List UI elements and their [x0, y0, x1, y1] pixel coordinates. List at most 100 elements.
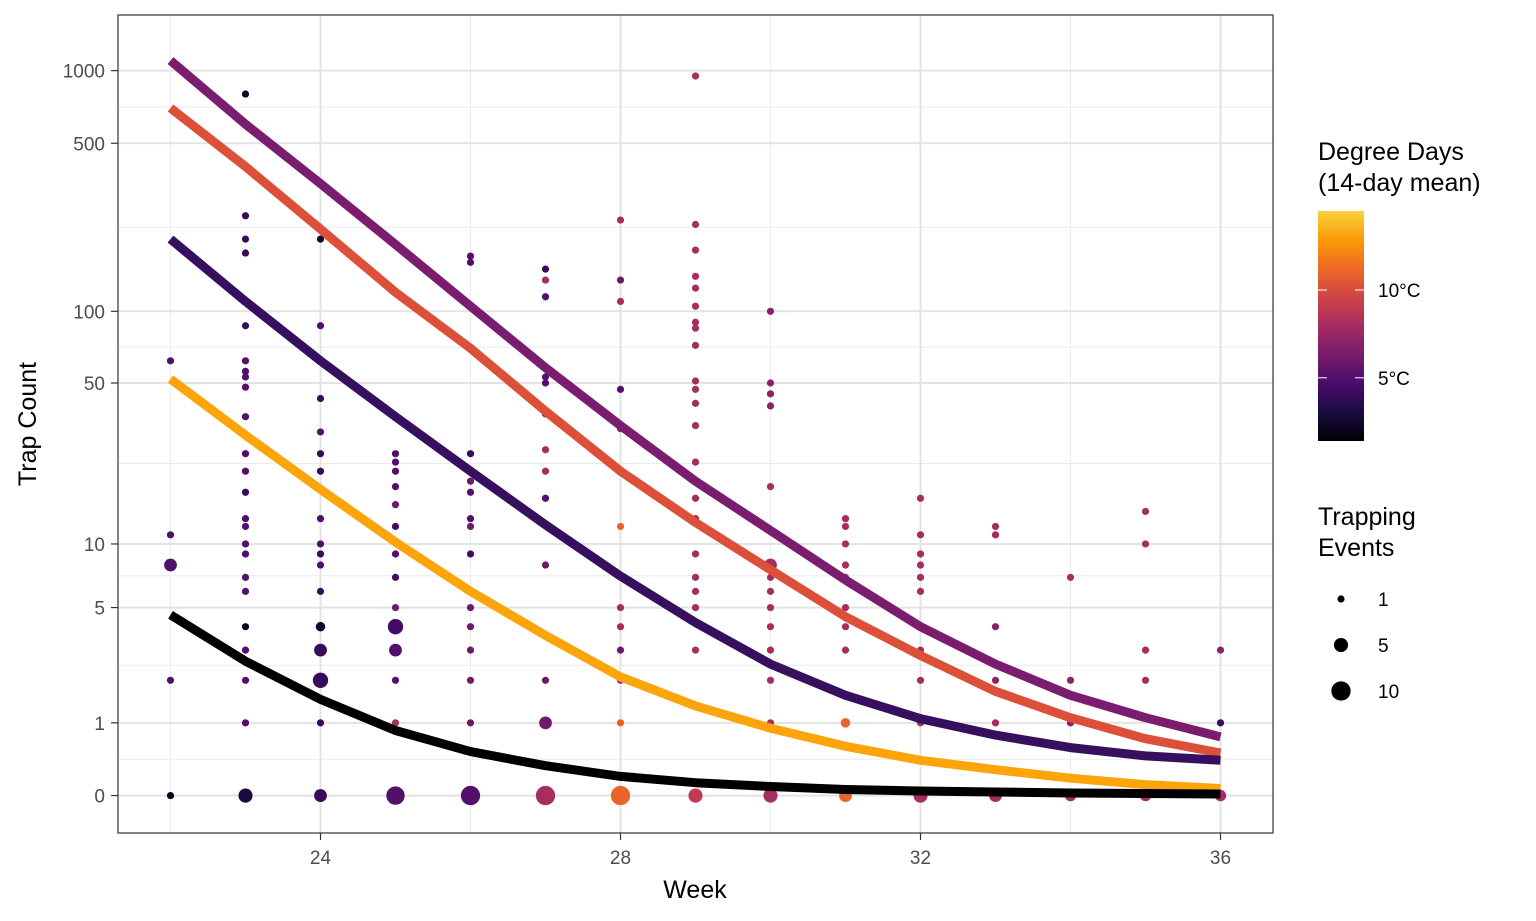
- color-bar: [1318, 211, 1364, 441]
- data-point: [312, 672, 329, 688]
- data-point: [841, 540, 850, 548]
- data-point: [391, 550, 400, 558]
- size-key-label: 10: [1378, 682, 1399, 703]
- data-point: [391, 501, 400, 509]
- data-point: [616, 603, 625, 612]
- data-point: [541, 265, 550, 273]
- data-point: [241, 235, 250, 243]
- data-point: [1066, 676, 1075, 684]
- data-point: [1141, 540, 1150, 548]
- data-point: [241, 413, 250, 421]
- data-point: [166, 791, 175, 800]
- data-point: [541, 467, 550, 475]
- data-point: [766, 483, 775, 491]
- data-point: [460, 785, 481, 806]
- color-bar-label: 10°C: [1378, 281, 1420, 302]
- data-point: [691, 587, 700, 595]
- data-point: [466, 676, 475, 684]
- data-point: [241, 249, 250, 257]
- data-point: [314, 789, 327, 802]
- data-point: [466, 646, 475, 654]
- data-point: [466, 488, 475, 496]
- data-point: [766, 390, 775, 398]
- data-point: [841, 646, 850, 654]
- y-tick-label: 5: [94, 599, 105, 620]
- data-point: [241, 450, 250, 458]
- data-point: [916, 494, 925, 502]
- data-point: [241, 383, 250, 391]
- data-point: [691, 458, 700, 466]
- data-point: [691, 646, 700, 654]
- data-point: [391, 467, 400, 475]
- data-point: [238, 788, 253, 803]
- data-point: [539, 716, 552, 730]
- data-point: [841, 603, 850, 612]
- data-point: [466, 550, 475, 558]
- data-point: [691, 272, 700, 280]
- data-point: [916, 573, 925, 581]
- data-point: [164, 558, 177, 572]
- data-point: [541, 561, 550, 569]
- series-line-3: [167, 235, 1221, 765]
- size-key-label: 5: [1378, 636, 1389, 657]
- data-point: [241, 719, 250, 727]
- data-point: [916, 531, 925, 539]
- data-point: [916, 550, 925, 558]
- data-point: [541, 446, 550, 454]
- data-point: [766, 603, 775, 612]
- data-point: [688, 788, 703, 803]
- data-point: [241, 522, 250, 531]
- data-point: [241, 322, 250, 330]
- data-point: [541, 379, 550, 387]
- series-line-5: [168, 610, 1221, 799]
- series-line-2: [167, 104, 1222, 758]
- data-point: [466, 522, 475, 531]
- y-axis-title: Trap Count: [14, 362, 42, 486]
- y-tick-label: 100: [73, 302, 105, 323]
- data-point: [616, 216, 625, 224]
- data-point: [766, 402, 775, 410]
- data-point: [841, 623, 850, 631]
- data-point: [241, 212, 250, 220]
- data-point: [541, 494, 550, 502]
- data-point: [991, 719, 1000, 727]
- data-point: [316, 719, 325, 727]
- data-point: [391, 483, 400, 491]
- data-point: [241, 623, 250, 631]
- data-point: [691, 385, 700, 393]
- data-point: [535, 785, 556, 806]
- y-tick-label: 0: [94, 787, 105, 808]
- data-point: [241, 467, 250, 475]
- color-legend-title-line-2: (14-day mean): [1318, 169, 1481, 197]
- points-layer: [164, 72, 1227, 806]
- data-point: [991, 623, 1000, 631]
- data-point: [466, 477, 475, 485]
- size-key-label: 1: [1378, 590, 1389, 611]
- x-tick-label: 32: [910, 848, 931, 869]
- data-point: [241, 373, 250, 381]
- data-point: [691, 603, 700, 612]
- data-point: [916, 561, 925, 569]
- data-point: [616, 719, 625, 727]
- data-point: [316, 540, 325, 548]
- data-point: [166, 357, 175, 365]
- data-point: [691, 220, 700, 229]
- data-point: [541, 676, 550, 684]
- data-point: [766, 623, 775, 631]
- data-point: [616, 385, 625, 393]
- data-point: [541, 276, 550, 284]
- data-layer: [164, 57, 1227, 806]
- size-key-circle: [1333, 637, 1349, 653]
- data-point: [314, 643, 327, 657]
- y-tick-label: 10: [84, 535, 105, 556]
- data-point: [616, 522, 625, 531]
- data-point: [387, 619, 404, 635]
- data-point: [316, 428, 325, 436]
- data-point: [466, 623, 475, 631]
- data-point: [466, 603, 475, 612]
- lines-layer: [167, 57, 1222, 799]
- axes: 0 1 5 10 50 100 500 1000 24 28 32 36: [63, 62, 1231, 869]
- x-tick-label: 24: [310, 848, 332, 869]
- data-point: [916, 587, 925, 595]
